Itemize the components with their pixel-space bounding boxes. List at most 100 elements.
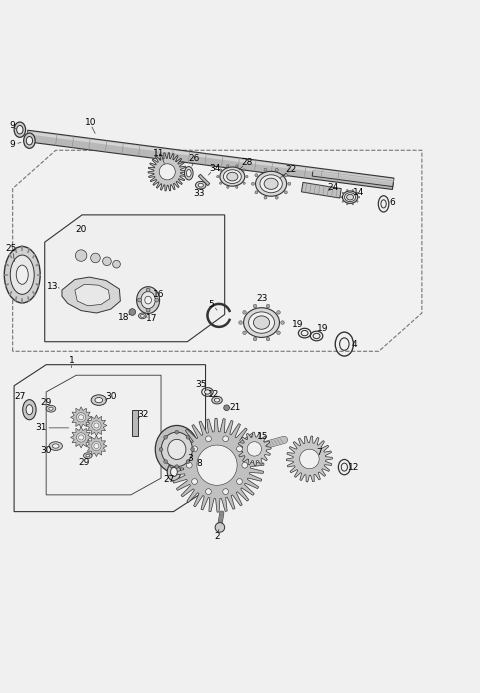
Circle shape: [192, 446, 197, 452]
Ellipse shape: [91, 395, 107, 405]
Circle shape: [243, 331, 246, 335]
Text: 27: 27: [164, 475, 175, 484]
Text: 13: 13: [47, 282, 58, 291]
Polygon shape: [71, 427, 92, 448]
Text: 20: 20: [75, 225, 87, 234]
Text: 5: 5: [208, 300, 214, 309]
Polygon shape: [14, 365, 205, 511]
Circle shape: [79, 415, 84, 420]
Circle shape: [159, 164, 175, 180]
Text: 35: 35: [195, 380, 206, 389]
Ellipse shape: [220, 167, 245, 186]
Circle shape: [103, 257, 111, 265]
Circle shape: [266, 304, 270, 308]
Polygon shape: [198, 174, 210, 186]
Ellipse shape: [23, 400, 36, 420]
Circle shape: [205, 436, 211, 441]
Text: 27: 27: [14, 392, 25, 401]
Circle shape: [242, 462, 248, 468]
Circle shape: [91, 253, 100, 263]
Circle shape: [223, 436, 228, 441]
Text: 19: 19: [317, 324, 328, 333]
Text: 28: 28: [241, 158, 252, 167]
Circle shape: [264, 196, 267, 199]
Ellipse shape: [26, 405, 33, 414]
Ellipse shape: [16, 265, 28, 284]
Text: 10: 10: [85, 118, 96, 127]
Circle shape: [216, 175, 219, 177]
Circle shape: [255, 191, 258, 194]
Polygon shape: [238, 432, 271, 466]
Circle shape: [76, 412, 86, 422]
Polygon shape: [71, 407, 92, 428]
Polygon shape: [62, 277, 120, 313]
Circle shape: [239, 321, 242, 324]
Circle shape: [300, 449, 319, 468]
Ellipse shape: [49, 441, 62, 450]
Circle shape: [192, 479, 197, 484]
Ellipse shape: [168, 439, 186, 459]
Circle shape: [246, 175, 248, 177]
Circle shape: [277, 310, 280, 314]
Ellipse shape: [195, 182, 206, 189]
Polygon shape: [170, 419, 264, 512]
Circle shape: [186, 459, 190, 464]
Circle shape: [224, 405, 229, 411]
Circle shape: [352, 189, 354, 191]
Ellipse shape: [243, 308, 279, 337]
Polygon shape: [287, 436, 332, 482]
Text: 19: 19: [292, 320, 303, 329]
Ellipse shape: [342, 191, 358, 203]
Circle shape: [146, 308, 150, 312]
Polygon shape: [301, 182, 341, 198]
Text: 21: 21: [229, 403, 241, 412]
Ellipse shape: [46, 405, 56, 412]
Ellipse shape: [186, 170, 191, 177]
Polygon shape: [45, 215, 225, 342]
Circle shape: [284, 174, 288, 177]
Polygon shape: [75, 284, 110, 306]
Circle shape: [92, 421, 101, 430]
Circle shape: [227, 165, 229, 167]
Ellipse shape: [84, 453, 92, 459]
Circle shape: [237, 446, 242, 452]
Circle shape: [219, 169, 222, 171]
Text: 25: 25: [6, 244, 17, 253]
Text: 23: 23: [257, 294, 268, 303]
Polygon shape: [86, 415, 107, 436]
Circle shape: [94, 423, 99, 428]
Circle shape: [252, 182, 254, 185]
Circle shape: [75, 249, 87, 261]
Ellipse shape: [141, 292, 156, 308]
Ellipse shape: [264, 178, 278, 189]
Text: 12: 12: [348, 463, 360, 472]
Circle shape: [155, 298, 158, 302]
Polygon shape: [12, 150, 422, 351]
Text: 6: 6: [389, 198, 395, 207]
Circle shape: [215, 523, 225, 532]
Ellipse shape: [14, 122, 25, 137]
Ellipse shape: [170, 467, 177, 477]
Text: 32: 32: [138, 410, 149, 419]
Ellipse shape: [223, 170, 241, 184]
Ellipse shape: [4, 247, 40, 303]
Ellipse shape: [301, 331, 308, 335]
Ellipse shape: [260, 175, 282, 193]
Ellipse shape: [167, 463, 180, 481]
Ellipse shape: [26, 137, 33, 145]
Polygon shape: [132, 410, 138, 436]
Circle shape: [236, 165, 238, 167]
Circle shape: [146, 288, 150, 292]
Ellipse shape: [341, 463, 348, 471]
Circle shape: [358, 196, 360, 198]
Circle shape: [352, 203, 354, 205]
Ellipse shape: [347, 194, 354, 200]
Text: 3: 3: [187, 455, 192, 464]
Ellipse shape: [141, 315, 144, 317]
Circle shape: [164, 459, 168, 464]
Circle shape: [219, 182, 222, 184]
Circle shape: [227, 186, 229, 188]
Circle shape: [247, 441, 262, 456]
Text: 14: 14: [353, 188, 364, 197]
Text: 9: 9: [9, 139, 15, 148]
